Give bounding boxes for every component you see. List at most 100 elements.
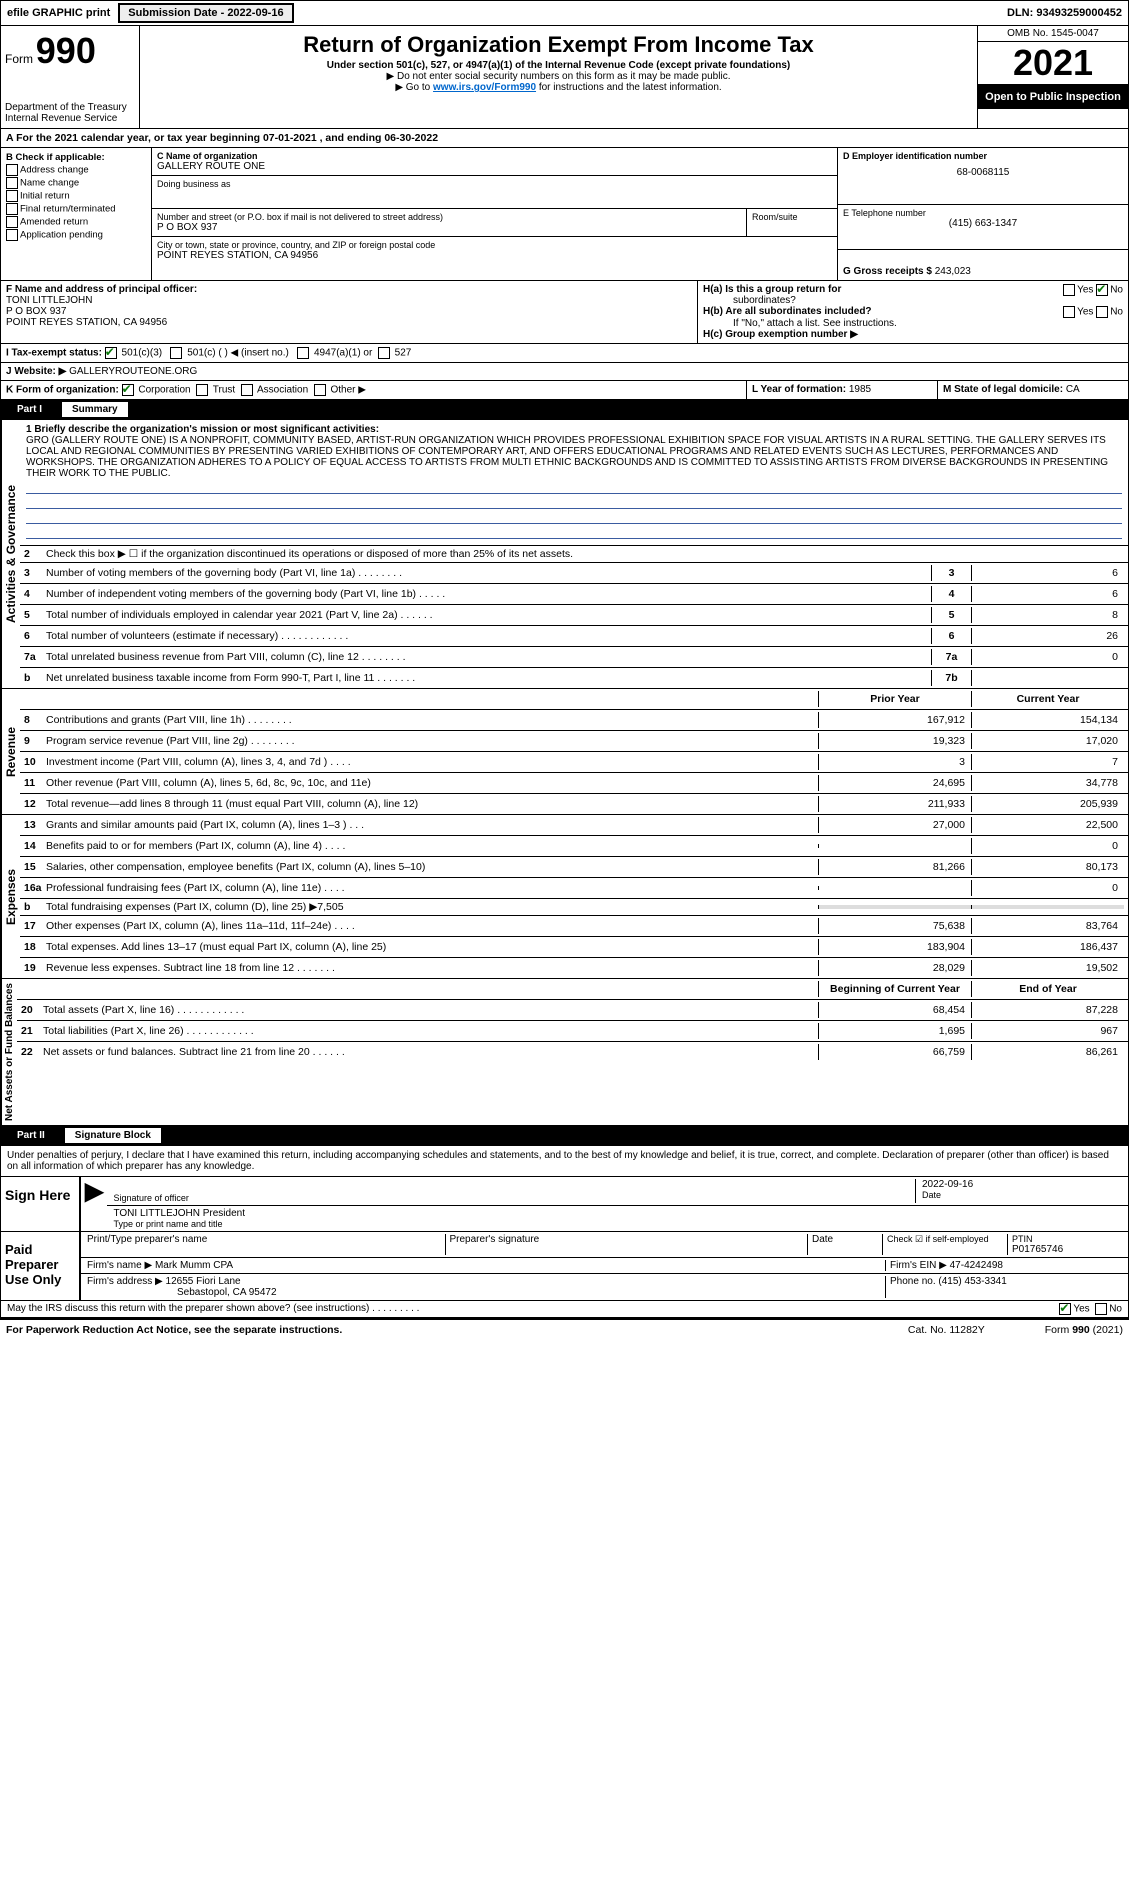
prep-date-label: Date (808, 1234, 883, 1255)
print-preparer-label: Print/Type preparer's name (87, 1234, 446, 1255)
addr-label: Number and street (or P.O. box if mail i… (157, 212, 741, 222)
part-1-header: Part I Summary (0, 400, 1129, 420)
form-subtitle: Under section 501(c), 527, or 4947(a)(1)… (144, 60, 973, 71)
form-header: Form 990 Department of the Treasury Inte… (0, 26, 1129, 129)
name-title-label: Type or print name and title (113, 1219, 245, 1229)
declaration-text: Under penalties of perjury, I declare th… (1, 1146, 1128, 1177)
ptin-value: P01765746 (1012, 1244, 1122, 1255)
omb-number: OMB No. 1545-0047 (978, 26, 1128, 42)
state-domicile: CA (1066, 384, 1080, 395)
blank-line (26, 526, 1122, 539)
inspection-badge: Open to Public Inspection (978, 85, 1128, 109)
signature-block: Under penalties of perjury, I declare th… (0, 1146, 1129, 1319)
dln-label: DLN: 93493259000452 (1001, 5, 1128, 21)
line-15: 15Salaries, other compensation, employee… (20, 857, 1128, 878)
officer-signed-name: TONI LITTLEJOHN President (113, 1208, 245, 1219)
chk-initial-return[interactable]: Initial return (6, 190, 146, 202)
tax-period-row: A For the 2021 calendar year, or tax yea… (0, 129, 1129, 148)
line-20: 20Total assets (Part X, line 16) . . . .… (17, 1000, 1128, 1021)
gov-line-4: 4Number of independent voting members of… (20, 584, 1128, 605)
gross-receipts-label: G Gross receipts $ (843, 266, 932, 277)
tax-year: 2021 (978, 42, 1128, 85)
page-footer: For Paperwork Reduction Act Notice, see … (0, 1319, 1129, 1340)
org-form-row: K Form of organization: Corporation Trus… (0, 381, 1129, 400)
gov-line-5: 5Total number of individuals employed in… (20, 605, 1128, 626)
chk-527[interactable] (378, 347, 390, 359)
year-formation: 1985 (849, 384, 871, 395)
form-number: 990 (36, 30, 96, 71)
discuss-no[interactable]: No (1095, 1303, 1122, 1315)
firm-addr2: Sebastopol, CA 95472 (87, 1287, 277, 1298)
gov-line-2: 2Check this box ▶ ☐ if the organization … (20, 546, 1128, 563)
dept-label: Department of the Treasury (5, 72, 135, 113)
submission-date-button[interactable]: Submission Date - 2022-09-16 (118, 3, 293, 23)
irs-link[interactable]: www.irs.gov/Form990 (433, 82, 536, 93)
room-label: Room/suite (752, 212, 832, 222)
officer-group-block: F Name and address of principal officer:… (0, 281, 1129, 344)
form-title: Return of Organization Exempt From Incom… (144, 32, 973, 58)
chk-4947[interactable] (297, 347, 309, 359)
h-a-yesno[interactable]: Yes No (1063, 284, 1123, 306)
date-label: Date (922, 1190, 1122, 1200)
balances-section: Net Assets or Fund Balances Beginning of… (0, 979, 1129, 1126)
h-c-label: H(c) Group exemption number ▶ (703, 329, 1123, 340)
website-row: J Website: ▶ GALLERYROUTEONE.ORG (0, 363, 1129, 381)
chk-other[interactable] (314, 384, 326, 396)
chk-501c3[interactable] (105, 347, 117, 359)
gov-line-6: 6Total number of volunteers (estimate if… (20, 626, 1128, 647)
h-b-yesno[interactable]: Yes No (1063, 306, 1123, 318)
discuss-yes[interactable]: Yes (1059, 1303, 1089, 1315)
firm-phone: (415) 453-3341 (938, 1276, 1006, 1287)
top-bar: efile GRAPHIC print Submission Date - 20… (0, 0, 1129, 26)
line-10: 10Investment income (Part VIII, column (… (20, 752, 1128, 773)
officer-addr1: P O BOX 937 (6, 306, 692, 317)
officer-addr2: POINT REYES STATION, CA 94956 (6, 317, 692, 328)
street-address: P O BOX 937 (157, 222, 741, 233)
chk-address-change[interactable]: Address change (6, 164, 146, 176)
gov-line-7a: 7aTotal unrelated business revenue from … (20, 647, 1128, 668)
balance-header-row: Beginning of Current Year End of Year (17, 979, 1128, 1000)
blank-line (26, 496, 1122, 509)
header-right: OMB No. 1545-0047 2021 Open to Public In… (978, 26, 1128, 128)
line-16a: 16aProfessional fundraising fees (Part I… (20, 878, 1128, 899)
identity-block: B Check if applicable: Address change Na… (0, 148, 1129, 281)
expenses-section: Expenses 13Grants and similar amounts pa… (0, 815, 1129, 979)
box-f: F Name and address of principal officer:… (1, 281, 698, 343)
footer-cat: Cat. No. 11282Y (908, 1324, 985, 1336)
ein-value: 68-0068115 (843, 161, 1123, 178)
box-c: C Name of organization GALLERY ROUTE ONE… (152, 148, 838, 280)
form-note1: ▶ Do not enter social security numbers o… (144, 71, 973, 82)
firm-name: Mark Mumm CPA (155, 1260, 233, 1271)
line-b: bTotal fundraising expenses (Part IX, co… (20, 899, 1128, 916)
line-12: 12Total revenue—add lines 8 through 11 (… (20, 794, 1128, 814)
revenue-vert-label: Revenue (1, 689, 20, 814)
chk-trust[interactable] (196, 384, 208, 396)
phone-value: (415) 663-1347 (843, 218, 1123, 229)
blank-line (26, 481, 1122, 494)
gross-receipts-value: 243,023 (935, 266, 971, 277)
gov-line-3: 3Number of voting members of the governi… (20, 563, 1128, 584)
h-b-note: If "No," attach a list. See instructions… (703, 318, 1123, 329)
mission-block: 1 Briefly describe the organization's mi… (20, 420, 1128, 546)
chk-amended-return[interactable]: Amended return (6, 216, 146, 228)
box-b-title: B Check if applicable: (6, 152, 146, 163)
mission-prompt: 1 Briefly describe the organization's mi… (26, 424, 1122, 435)
dba-label: Doing business as (157, 179, 832, 189)
chk-corporation[interactable] (122, 384, 134, 396)
chk-name-change[interactable]: Name change (6, 177, 146, 189)
officer-label: F Name and address of principal officer: (6, 284, 692, 295)
form-prefix: Form (5, 52, 33, 66)
sign-here-label: Sign Here (1, 1177, 81, 1231)
chk-association[interactable] (241, 384, 253, 396)
self-employed-check[interactable]: Check ☑ if self-employed (883, 1234, 1008, 1255)
chk-final-return[interactable]: Final return/terminated (6, 203, 146, 215)
efile-label: efile GRAPHIC print (1, 5, 116, 21)
preparer-sig-label: Preparer's signature (446, 1234, 809, 1255)
chk-501c[interactable] (170, 347, 182, 359)
footer-left: For Paperwork Reduction Act Notice, see … (6, 1324, 342, 1336)
sig-date: 2022-09-16 (922, 1179, 1122, 1190)
chk-application-pending[interactable]: Application pending (6, 229, 146, 241)
box-b: B Check if applicable: Address change Na… (1, 148, 152, 280)
part-2-header: Part II Signature Block (0, 1126, 1129, 1146)
discuss-row: May the IRS discuss this return with the… (1, 1300, 1128, 1318)
